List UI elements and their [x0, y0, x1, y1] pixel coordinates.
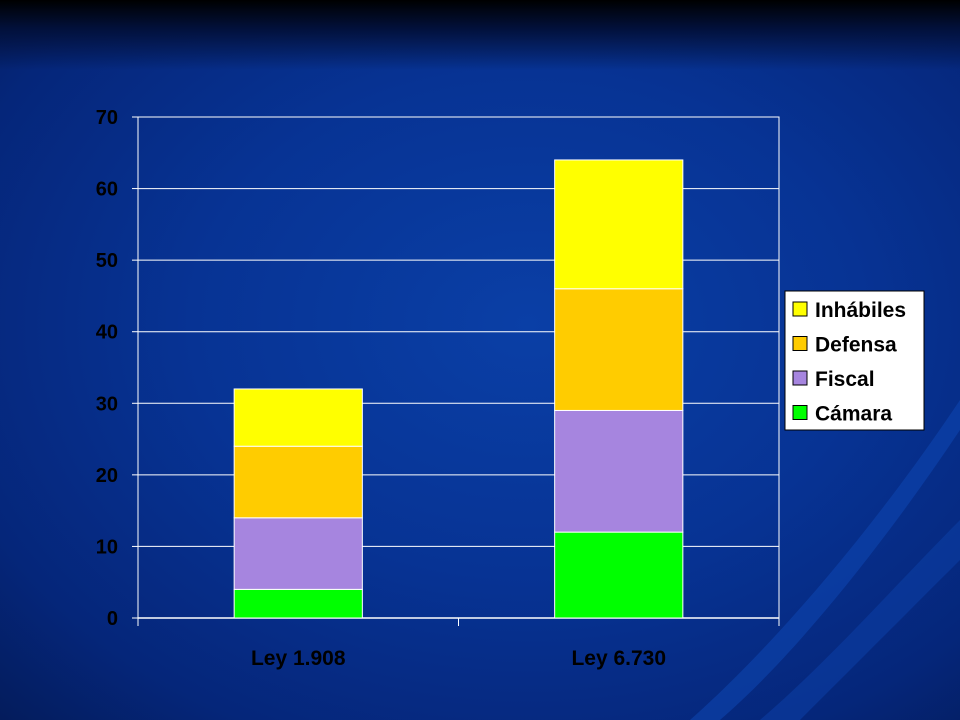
y-axis: 0 10 20 30 40 50 60 70 — [96, 107, 138, 630]
bars — [233, 159, 684, 619]
legend-swatch — [792, 405, 808, 420]
legend-swatch — [792, 301, 808, 317]
bar-segment — [233, 388, 363, 447]
x-axis: Ley 1.908 Ley 6.730 — [137, 617, 780, 670]
bar-segment — [554, 409, 684, 533]
legend-box — [784, 290, 925, 431]
background-swoosh — [690, 400, 960, 720]
y-tick-label: 20 — [96, 465, 118, 487]
y-tick-label: 70 — [96, 107, 118, 129]
legend: Inhábiles Defensa Fiscal Cámara — [784, 290, 925, 431]
y-tick-label: 60 — [96, 179, 118, 201]
title-band — [0, 0, 960, 70]
y-tick-label: 30 — [96, 393, 118, 415]
y-tick-label: 0 — [107, 608, 118, 630]
bar-segment — [233, 517, 363, 590]
bar-segment — [233, 445, 363, 519]
y-tick-label: 40 — [96, 322, 118, 344]
y-tick-label: 50 — [96, 250, 118, 272]
legend-label: Inhábiles — [815, 299, 906, 322]
x-category-label: Ley 1.908 — [251, 647, 346, 670]
y-tick-label: 10 — [96, 536, 118, 558]
legend-swatch — [792, 370, 808, 386]
bar-segment — [554, 288, 684, 411]
bar-segment — [233, 588, 363, 619]
legend-label: Defensa — [815, 334, 897, 357]
legend-label: Fiscal — [815, 368, 875, 391]
legend-swatch — [792, 336, 808, 351]
x-category-label: Ley 6.730 — [571, 647, 666, 670]
bar-segment — [554, 159, 684, 290]
legend-label: Cámara — [815, 403, 892, 426]
bar-segment — [554, 531, 684, 619]
